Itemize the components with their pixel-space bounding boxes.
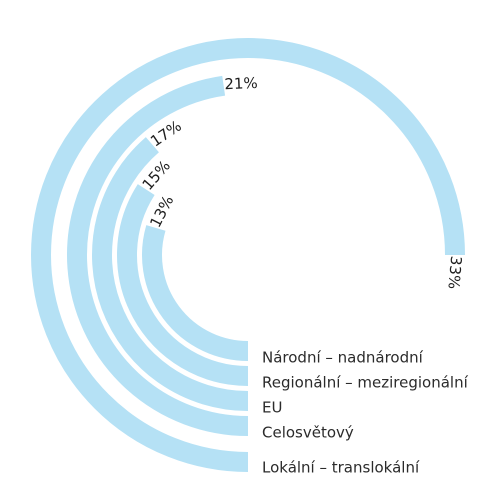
category-label-eu: EU	[262, 399, 282, 417]
category-label-lokalni-translokalni: Lokální – translokální	[262, 459, 420, 477]
bar-regionalni-meziregionalni	[117, 184, 249, 386]
bar-eu	[92, 137, 249, 411]
bars-group	[31, 38, 465, 472]
value-label-lokalni-translokalni: 33%	[444, 255, 465, 290]
category-label-celosvetovy: Celosvětový	[262, 424, 354, 442]
value-labels-group: 13%15%17%21%33%	[139, 74, 466, 290]
category-labels-group: Národní – nadnárodní Regionální – mezireg…	[262, 349, 469, 477]
bar-narodni-nadnarodni	[142, 225, 249, 361]
value-label-celosvetovy: 21%	[224, 74, 258, 93]
category-label-narodni-nadnarodni: Národní – nadnárodní	[262, 349, 424, 367]
category-label-regionalni-meziregionalni: Regionální – meziregionální	[262, 374, 469, 392]
bar-lokalni-translokalni	[31, 38, 465, 472]
bar-celosvetovy	[67, 75, 249, 436]
